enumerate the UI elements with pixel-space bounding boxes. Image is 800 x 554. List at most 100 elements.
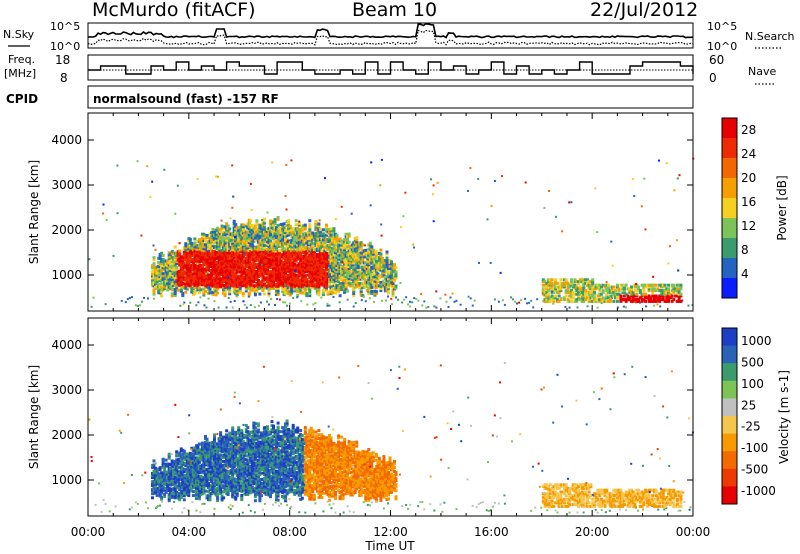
data-cell — [598, 299, 602, 303]
data-cell — [264, 256, 268, 260]
data-cell — [178, 253, 182, 257]
data-cell — [249, 284, 253, 288]
data-cell — [172, 267, 176, 271]
data-cell — [626, 294, 630, 298]
cpid-label: CPID — [6, 92, 38, 106]
data-cell — [385, 270, 389, 274]
data-cell — [299, 242, 303, 246]
data-cell — [582, 285, 586, 289]
data-cell — [244, 265, 248, 269]
data-cell — [176, 462, 180, 466]
data-cell — [226, 273, 230, 277]
data-cell — [361, 283, 365, 287]
data-cell — [435, 306, 438, 309]
data-cell — [589, 285, 593, 289]
data-cell — [668, 292, 672, 296]
data-cell — [578, 280, 582, 284]
data-cell — [207, 273, 210, 277]
data-cell — [178, 496, 182, 500]
data-cell — [202, 289, 206, 293]
data-cell — [203, 304, 206, 307]
data-cell — [619, 299, 623, 303]
data-cell — [554, 287, 558, 291]
data-cell — [184, 290, 188, 294]
data-cell — [573, 298, 577, 302]
data-cell — [300, 248, 304, 252]
data-cell — [589, 299, 593, 303]
data-cell — [551, 290, 554, 293]
data-cell — [615, 287, 619, 291]
data-cell — [179, 263, 183, 267]
data-cell — [146, 165, 149, 168]
data-cell — [299, 248, 303, 252]
data-cell — [668, 296, 672, 300]
data-cell — [612, 292, 616, 296]
data-cell — [660, 294, 663, 298]
data-cell — [241, 294, 245, 298]
data-cell — [589, 287, 593, 291]
data-cell — [654, 294, 658, 298]
data-cell — [250, 228, 254, 232]
data-cell — [214, 444, 218, 448]
data-cell — [580, 294, 584, 298]
data-cell — [568, 299, 572, 303]
data-cell — [311, 264, 315, 267]
data-cell — [226, 285, 230, 289]
data-cell — [204, 434, 207, 438]
noise-search-label: N.Search — [745, 30, 795, 43]
data-cell — [656, 287, 660, 291]
data-cell — [208, 287, 212, 291]
data-cell — [197, 442, 201, 446]
data-cell — [255, 221, 259, 225]
data-cell — [359, 269, 363, 273]
data-cell — [594, 187, 597, 190]
data-cell — [217, 175, 219, 178]
data-cell — [200, 441, 204, 445]
data-cell — [238, 274, 242, 278]
data-cell — [344, 250, 348, 254]
data-cell — [278, 298, 281, 301]
data-cell — [205, 439, 209, 443]
data-cell — [90, 305, 93, 308]
data-cell — [635, 292, 639, 296]
data-cell — [249, 282, 253, 286]
data-cell — [628, 296, 632, 300]
data-cell — [326, 290, 330, 294]
data-cell — [568, 283, 572, 287]
data-cell — [467, 295, 470, 298]
data-cell — [359, 245, 363, 249]
data-cell — [262, 278, 266, 282]
data-cell — [130, 296, 133, 299]
data-cell — [262, 239, 266, 243]
data-cell — [287, 241, 291, 245]
data-cell — [575, 298, 579, 302]
data-cell — [207, 281, 210, 285]
data-cell — [175, 464, 179, 468]
data-cell — [605, 296, 609, 300]
data-cell — [202, 257, 206, 261]
data-cell — [660, 289, 663, 293]
data-cell — [214, 457, 218, 460]
data-cell — [250, 246, 254, 250]
data-cell — [311, 280, 315, 284]
data-cell — [214, 455, 218, 458]
data-cell — [665, 289, 669, 293]
data-cell — [297, 286, 301, 290]
data-cell — [238, 280, 242, 284]
data-cell — [214, 446, 218, 450]
data-cell — [359, 287, 363, 291]
data-cell — [591, 289, 595, 293]
data-cell — [175, 284, 179, 288]
data-cell — [152, 256, 156, 260]
data-cell — [580, 280, 584, 284]
data-cell — [202, 275, 206, 279]
data-cell — [175, 490, 179, 494]
data-cell — [575, 289, 579, 293]
data-cell — [214, 275, 218, 279]
data-cell — [232, 268, 236, 272]
data-cell — [314, 220, 318, 223]
data-cell — [631, 178, 634, 180]
data-cell — [179, 269, 183, 273]
data-cell — [651, 290, 655, 294]
